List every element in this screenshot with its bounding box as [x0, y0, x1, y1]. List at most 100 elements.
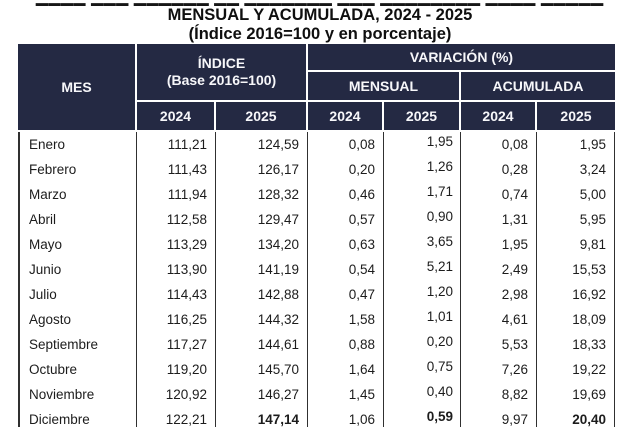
- header-year-acumulada-2025: 2025: [537, 102, 615, 132]
- value-cell-acumulada_2024: 9,97: [461, 407, 537, 427]
- value-cell-mensual_2025: 1,71: [384, 182, 461, 207]
- month-cell: Julio: [18, 282, 137, 307]
- value-cell-acumulada_2025: 19,22: [537, 357, 615, 382]
- value-cell-indice_2024: 113,29: [137, 232, 216, 257]
- ipc-table: MES ÍNDICE (Base 2016=100) VARIACIÓN (%)…: [18, 44, 615, 427]
- value-cell-mensual_2025: 1,01: [384, 307, 461, 332]
- value-cell-acumulada_2024: 7,26: [461, 357, 537, 382]
- header-row-groups: MENSUAL ACUMULADA: [18, 72, 615, 102]
- value-cell-indice_2024: 119,20: [137, 357, 216, 382]
- value-cell-acumulada_2024: 8,82: [461, 382, 537, 407]
- table-row: Noviembre 120,92 146,27 1,45 0,40 8,82 19,69: [18, 382, 615, 407]
- month-cell: Noviembre: [18, 382, 137, 407]
- value-cell-acumulada_2024: 2,49: [461, 257, 537, 282]
- value-cell-indice_2025: 134,20: [216, 232, 308, 257]
- value-cell-mensual_2025: 0,40: [384, 382, 461, 407]
- value-cell-indice_2025: 144,32: [216, 307, 308, 332]
- table-row: Septiembre 117,27 144,61 0,88 0,20 5,53 18,33: [18, 332, 615, 357]
- value-cell-mensual_2025: 5,21: [384, 257, 461, 282]
- value-cell-mensual_2024: 0,46: [308, 182, 384, 207]
- month-cell: Abril: [18, 207, 137, 232]
- header-year-acumulada-2024: 2024: [461, 102, 537, 132]
- table-row: Marzo 111,94 128,32 0,46 1,71 0,74 5,00: [18, 182, 615, 207]
- table-row: Febrero 111,43 126,17 0,20 1,26 0,28 3,24: [18, 157, 615, 182]
- value-cell-mensual_2024: 1,58: [308, 307, 384, 332]
- value-cell-indice_2024: 117,27: [137, 332, 216, 357]
- value-cell-mensual_2024: 0,54: [308, 257, 384, 282]
- table-header: MES ÍNDICE (Base 2016=100) VARIACIÓN (%)…: [18, 44, 615, 132]
- value-cell-indice_2025: 142,88: [216, 282, 308, 307]
- value-cell-acumulada_2025: 18,33: [537, 332, 615, 357]
- value-cell-indice_2025: 141,19: [216, 257, 308, 282]
- table-row: Junio 113,90 141,19 0,54 5,21 2,49 15,53: [18, 257, 615, 282]
- value-cell-mensual_2024: 1,45: [308, 382, 384, 407]
- header-mes: MES: [18, 44, 137, 132]
- value-cell-indice_2024: 116,25: [137, 307, 216, 332]
- month-cell: Octubre: [18, 357, 137, 382]
- value-cell-indice_2024: 122,21: [137, 407, 216, 427]
- month-cell: Enero: [18, 132, 137, 157]
- value-cell-acumulada_2025: 5,95: [537, 207, 615, 232]
- value-cell-indice_2025: 129,47: [216, 207, 308, 232]
- value-cell-indice_2024: 111,21: [137, 132, 216, 157]
- value-cell-acumulada_2024: 4,61: [461, 307, 537, 332]
- header-year-mensual-2024: 2024: [308, 102, 384, 132]
- value-cell-mensual_2025: 1,26: [384, 157, 461, 182]
- value-cell-acumulada_2024: 0,08: [461, 132, 537, 157]
- value-cell-acumulada_2025: 15,53: [537, 257, 615, 282]
- value-cell-indice_2024: 112,58: [137, 207, 216, 232]
- header-mensual: MENSUAL: [308, 72, 461, 102]
- title-line-1: MENSUAL Y ACUMULADA, 2024 - 2025: [167, 6, 473, 24]
- page-title: MENSUAL Y ACUMULADA, 2024 - 2025 (Índice…: [0, 6, 640, 43]
- value-cell-indice_2025: 126,17: [216, 157, 308, 182]
- header-acumulada: ACUMULADA: [461, 72, 615, 102]
- table-row: Abril 112,58 129,47 0,57 0,90 1,31 5,95: [18, 207, 615, 232]
- title-line-2: (Índice 2016=100 y en porcentaje): [188, 24, 452, 43]
- value-cell-acumulada_2025: 9,81: [537, 232, 615, 257]
- table-row: Enero 111,21 124,59 0,08 1,95 0,08 1,95: [18, 132, 615, 157]
- value-cell-indice_2024: 111,43: [137, 157, 216, 182]
- value-cell-acumulada_2025: 3,24: [537, 157, 615, 182]
- table-row: Mayo 113,29 134,20 0,63 3,65 1,95 9,81: [18, 232, 615, 257]
- header-row-years: 2024 2025 2024 2025 2024 2025: [18, 102, 615, 132]
- value-cell-mensual_2024: 0,57: [308, 207, 384, 232]
- value-cell-mensual_2025: 0,75: [384, 357, 461, 382]
- value-cell-mensual_2025: 0,59: [384, 407, 461, 427]
- value-cell-indice_2025: 144,61: [216, 332, 308, 357]
- value-cell-mensual_2024: 0,63: [308, 232, 384, 257]
- table-row: Agosto 116,25 144,32 1,58 1,01 4,61 18,09: [18, 307, 615, 332]
- clipped-text: ▁▁▁▁ ▁▁▁ ▁▁▁▁▁▁ ▁▁ ▁▁▁▁▁▁▁ ▁▁▁ ▁▁▁▁▁▁▁▁ …: [36, 0, 604, 6]
- header-row-variacion: MES ÍNDICE (Base 2016=100) VARIACIÓN (%): [18, 44, 615, 132]
- value-cell-mensual_2024: 0,08: [308, 132, 384, 157]
- value-cell-acumulada_2025: 20,40: [537, 407, 615, 427]
- table-row: Octubre 119,20 145,70 1,64 0,75 7,26 19,22: [18, 357, 615, 382]
- value-cell-acumulada_2024: 0,74: [461, 182, 537, 207]
- value-cell-mensual_2024: 1,06: [308, 407, 384, 427]
- value-cell-mensual_2024: 0,88: [308, 332, 384, 357]
- value-cell-indice_2024: 114,43: [137, 282, 216, 307]
- value-cell-acumulada_2025: 19,69: [537, 382, 615, 407]
- value-cell-mensual_2025: 0,20: [384, 332, 461, 357]
- table-row: Diciembre 122,21 147,14 1,06 0,59 9,97 20,40: [18, 407, 615, 427]
- header-year-mensual-2025: 2025: [384, 102, 461, 132]
- month-cell: Marzo: [18, 182, 137, 207]
- month-cell: Mayo: [18, 232, 137, 257]
- header-indice-line2: (Base 2016=100): [166, 72, 277, 88]
- month-cell: Septiembre: [18, 332, 137, 357]
- value-cell-indice_2025: 147,14: [216, 407, 308, 427]
- value-cell-mensual_2024: 0,20: [308, 157, 384, 182]
- value-cell-acumulada_2024: 5,53: [461, 332, 537, 357]
- header-indice: ÍNDICE (Base 2016=100): [137, 44, 308, 102]
- header-indice-line1: ÍNDICE: [197, 55, 246, 71]
- value-cell-acumulada_2025: 16,92: [537, 282, 615, 307]
- value-cell-indice_2025: 124,59: [216, 132, 308, 157]
- header-year-indice-2024: 2024: [137, 102, 216, 132]
- value-cell-indice_2024: 111,94: [137, 182, 216, 207]
- value-cell-mensual_2024: 1,64: [308, 357, 384, 382]
- value-cell-acumulada_2024: 1,95: [461, 232, 537, 257]
- value-cell-indice_2025: 128,32: [216, 182, 308, 207]
- value-cell-mensual_2025: 0,90: [384, 207, 461, 232]
- value-cell-acumulada_2024: 1,31: [461, 207, 537, 232]
- table-row: Julio 114,43 142,88 0,47 1,20 2,98 16,92: [18, 282, 615, 307]
